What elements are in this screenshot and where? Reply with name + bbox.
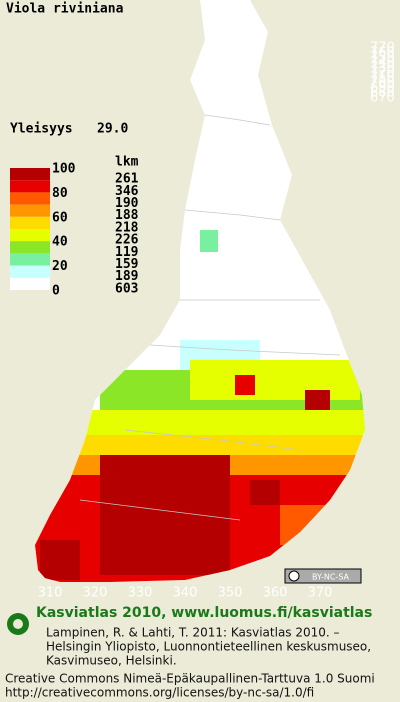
- legend-swatch: [10, 216, 50, 229]
- legend-count: 261: [115, 172, 139, 187]
- easting-label: 310: [38, 586, 63, 601]
- citation-line: Kasvimuseo, Helsinki.: [46, 654, 177, 668]
- legend-count: 218: [115, 220, 139, 235]
- easting-label: 330: [128, 586, 153, 601]
- northing-label: 730: [370, 61, 395, 76]
- legend-count: 346: [115, 184, 139, 199]
- northing-label: 770: [370, 41, 395, 56]
- legend-swatch: [10, 180, 50, 193]
- legend-swatch: [10, 253, 50, 266]
- legend-scale-label: 80: [52, 186, 68, 201]
- license-badge: BY-NC-SA: [284, 568, 362, 584]
- frequency-value: 29.0: [97, 122, 128, 137]
- legend-count: 188: [115, 208, 139, 223]
- easting-label: 320: [83, 586, 108, 601]
- northing-label: 760: [370, 46, 395, 61]
- legend-scale-label: 60: [52, 210, 68, 225]
- northing-label: 710: [370, 71, 395, 86]
- legend-count: 189: [115, 269, 138, 284]
- northing-label: 720: [370, 66, 395, 81]
- license-line: http://creativecommons.org/licenses/by-n…: [5, 686, 314, 700]
- legend-count: 190: [115, 196, 139, 211]
- legend-count: 226: [115, 233, 139, 248]
- legend-swatch: [10, 229, 50, 242]
- legend-swatch: [10, 192, 50, 205]
- license-line: Creative Commons Nimeä-Epäkaupallinen-Ta…: [5, 672, 375, 686]
- legend-swatch: [10, 265, 50, 278]
- citation-line: Lampinen, R. & Lahti, T. 2011: Kasviatla…: [46, 626, 340, 640]
- easting-label: 360: [263, 586, 288, 601]
- legend-scale-label: 20: [52, 259, 68, 274]
- footer-logo: [7, 613, 29, 635]
- legend-scale-label: 0: [52, 284, 60, 299]
- northing-label: 740: [370, 56, 395, 71]
- count-header: lkm: [115, 155, 139, 170]
- legend-swatch: [10, 204, 50, 217]
- easting-label: 350: [218, 586, 243, 601]
- legend-scale-label: 100: [52, 162, 76, 177]
- legend-count: 119: [115, 245, 138, 260]
- legend-swatch: [10, 241, 50, 254]
- frequency-label: Yleisyys: [10, 122, 73, 137]
- citation-line: Helsingin Yliopisto, Luonnontieteellinen…: [46, 640, 371, 654]
- northing-label: 750: [370, 51, 395, 66]
- legend-swatch: [10, 168, 50, 181]
- northing-label: 690: [370, 81, 395, 96]
- borders: [79, 114, 341, 521]
- legend-scale-label: 40: [52, 235, 68, 250]
- species-title: Viola riviniana: [6, 2, 124, 17]
- northing-label: 680: [370, 86, 395, 101]
- northing-label: 700: [370, 76, 395, 91]
- footer-heading: Kasviatlas 2010, www.luomus.fi/kasviatla…: [36, 605, 372, 621]
- easting-label: 370: [308, 586, 333, 601]
- legend-swatch: [10, 277, 50, 290]
- easting-label: 340: [173, 586, 198, 601]
- map: [35, 0, 365, 582]
- badge-text: BY-NC-SA: [312, 573, 350, 582]
- northing-label: 670: [370, 91, 395, 106]
- legend-count: 159: [115, 257, 138, 272]
- legend-count: 603: [115, 281, 138, 296]
